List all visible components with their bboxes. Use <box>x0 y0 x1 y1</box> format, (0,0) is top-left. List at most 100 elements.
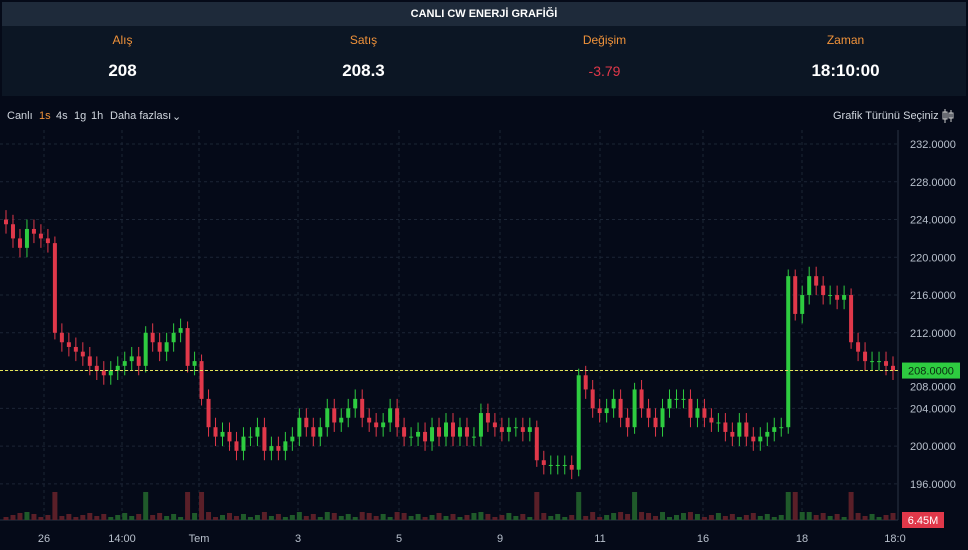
volume-bar <box>24 512 30 520</box>
volume-bar <box>722 516 728 520</box>
volume-bar <box>597 517 603 520</box>
volume-bar <box>3 517 9 520</box>
volume-bar <box>101 514 107 520</box>
volume-bar <box>206 512 212 520</box>
candlestick-icon[interactable] <box>942 108 954 127</box>
candle-body <box>618 398 623 418</box>
candle-body <box>513 427 518 429</box>
volume-bar <box>199 492 205 520</box>
volume-bar <box>52 492 58 520</box>
candle-body <box>297 417 302 437</box>
candle-body <box>702 408 707 418</box>
candle-body <box>828 295 833 297</box>
volume-bar <box>220 515 226 520</box>
live-button[interactable]: Canlı <box>7 110 33 122</box>
candle-body <box>807 276 812 296</box>
volume-bar <box>450 514 456 520</box>
stat-value: 208.3 <box>342 61 385 80</box>
candle-body <box>185 328 190 366</box>
candle-body <box>52 243 57 333</box>
volume-bar <box>639 512 645 520</box>
interval-1h[interactable]: 1h <box>91 110 104 122</box>
volume-bar <box>625 514 631 520</box>
candle-body <box>625 417 630 428</box>
chevron-down-icon[interactable]: ⌄ <box>172 111 182 123</box>
candle-body <box>192 361 197 366</box>
candle-body <box>367 417 372 423</box>
interval-1s[interactable]: 1s <box>39 110 51 122</box>
stat-time: Zaman 18:10:00 <box>725 26 966 96</box>
volume-bar <box>667 517 673 520</box>
volume-bar <box>506 513 512 520</box>
candle-body <box>765 431 770 437</box>
candle-body <box>381 422 386 428</box>
x-tick-label: 16 <box>697 533 709 545</box>
candle-body <box>122 361 127 366</box>
candle-body <box>660 408 665 428</box>
x-tick-label: 9 <box>497 533 503 545</box>
candle-body <box>464 427 469 437</box>
volume-bar <box>380 514 386 520</box>
candle-body <box>248 436 253 438</box>
volume-bar <box>352 517 358 520</box>
volume-bar <box>108 517 114 520</box>
candle-body <box>590 389 595 409</box>
volume-bar <box>834 514 840 520</box>
stat-label: Zaman <box>826 33 865 47</box>
volume-bar <box>233 516 239 520</box>
candle-body <box>164 342 169 352</box>
candle-body <box>695 408 700 418</box>
volume-bar <box>673 515 679 520</box>
candle-body <box>471 436 476 438</box>
candle-body <box>478 413 483 437</box>
candlestick-chart[interactable]: 232.0000 228.0000 224.0000 220.0000 216.0000… <box>0 130 968 550</box>
volume-bar <box>129 516 135 520</box>
interval-4s[interactable]: 4s <box>56 110 68 122</box>
volume-bar <box>254 515 260 520</box>
volume-bar <box>464 515 470 520</box>
volume-bar <box>813 515 819 520</box>
candle-body <box>206 398 211 428</box>
volume-bar <box>296 512 302 520</box>
candle-body <box>87 356 92 366</box>
candle-body <box>779 427 784 429</box>
candle-body <box>800 295 805 314</box>
more-intervals-dropdown[interactable]: Daha fazlası <box>110 110 172 122</box>
candle-body <box>66 342 71 347</box>
candle-body <box>835 295 840 300</box>
candle-body <box>485 413 490 423</box>
candle-body <box>80 351 85 357</box>
candle-body <box>856 342 861 352</box>
candle-body <box>423 431 428 442</box>
candle-body <box>24 228 29 248</box>
stat-value: 18:10:00 <box>811 61 880 80</box>
chart-type-select[interactable]: Grafik Türünü Seçiniz <box>833 110 939 122</box>
x-tick-label: Tem <box>189 533 210 545</box>
volume-bar <box>680 513 686 520</box>
candle-body <box>45 238 50 244</box>
candle-body <box>143 332 148 366</box>
volume-bar <box>310 514 316 520</box>
volume-bar <box>618 512 624 520</box>
volume-bar <box>436 513 442 520</box>
volume-bar <box>687 512 693 520</box>
volume-bar <box>541 513 547 520</box>
candle-body <box>199 361 204 399</box>
volume-bar <box>841 517 847 520</box>
candle-body <box>863 351 868 362</box>
volume-bar <box>275 514 281 520</box>
volume-bar <box>555 514 561 520</box>
x-tick-label: 3 <box>295 533 301 545</box>
interval-1g[interactable]: 1g <box>74 110 87 122</box>
volume-bar <box>268 516 274 520</box>
volume-bar <box>764 514 770 520</box>
volume-bar <box>185 492 191 520</box>
candle-body <box>241 436 246 451</box>
volume-bar <box>562 517 568 520</box>
y-tick-label: 196.0000 <box>910 479 956 491</box>
x-tick-label: 14:00 <box>108 533 136 545</box>
candle-body <box>437 427 442 437</box>
candle-body <box>402 427 407 437</box>
candle-body <box>220 431 225 437</box>
volume-bar <box>492 517 498 520</box>
